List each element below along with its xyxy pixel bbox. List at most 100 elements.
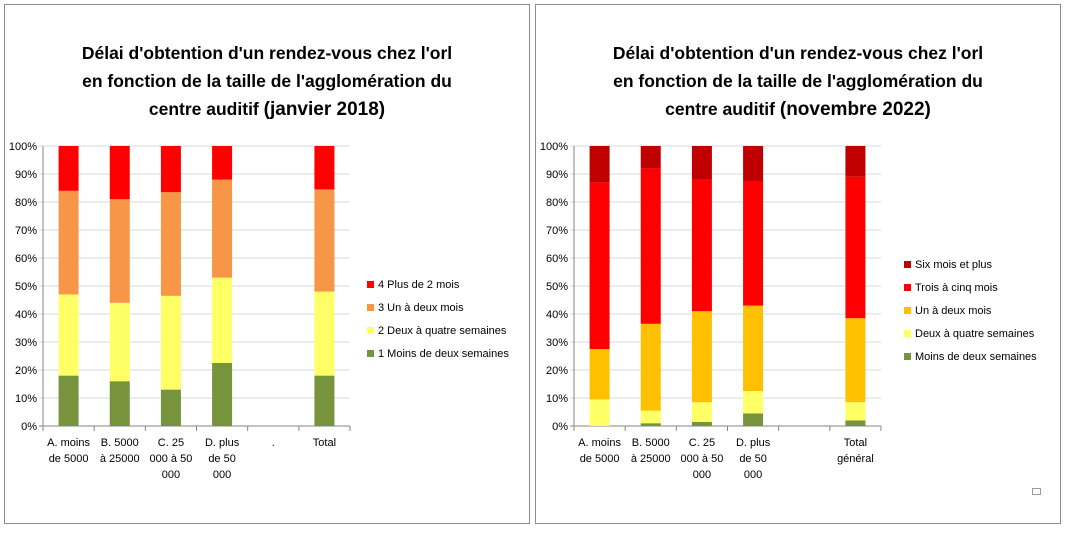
- y-tick-label: 80%: [546, 197, 568, 209]
- y-tick-label: 60%: [546, 253, 568, 265]
- bar-segment: [743, 305, 764, 391]
- chart-panel-left: Délai d'obtention d'un rendez-vous chez …: [4, 4, 530, 524]
- chart-title-line: centre auditif (janvier 2018): [5, 95, 529, 124]
- y-tick-label: 100%: [9, 141, 37, 153]
- x-tick-label: B. 5000: [632, 437, 670, 449]
- chart-title-line: centre auditif: [665, 99, 775, 119]
- legend-item: 2 Deux à quatre semaines: [367, 319, 509, 342]
- chart-legend: 4 Plus de 2 mois 3 Un à deux mois 2 Deux à…: [367, 273, 509, 365]
- legend-item: 4 Plus de 2 mois: [367, 273, 509, 296]
- x-tick-label: A. moins: [47, 437, 90, 449]
- bar-segment: [109, 381, 130, 426]
- x-tick-label: C. 25: [158, 437, 184, 449]
- bar-segment: [58, 146, 79, 191]
- x-tick-label: D. plus: [736, 437, 771, 449]
- bar-segment: [845, 402, 866, 421]
- y-tick-label: 90%: [15, 169, 37, 181]
- legend-swatch: [904, 284, 911, 291]
- bar-segment: [58, 375, 79, 426]
- chart-panel-right: Délai d'obtention d'un rendez-vous chez …: [535, 4, 1061, 524]
- x-tick-label: 000: [744, 469, 762, 481]
- x-tick-label: C. 25: [689, 437, 715, 449]
- chart-title-date: (janvier 2018): [263, 99, 386, 120]
- y-tick-label: 50%: [15, 281, 37, 293]
- legend-label: Un à deux mois: [915, 304, 992, 317]
- bar-segment: [845, 176, 866, 319]
- legend-swatch: [367, 281, 374, 288]
- x-tick-label: à 25000: [631, 453, 671, 465]
- bar-segment: [640, 168, 661, 324]
- stacked-bar-chart: 0% 10% 20% 30% 40% 50% 60% 70% 80% 90% 100% A. moin…: [9, 141, 351, 481]
- legend-label: Trois à cinq mois: [915, 281, 998, 294]
- legend-label: Moins de deux semaines: [915, 350, 1037, 363]
- legend-swatch: [367, 350, 374, 357]
- bar-segment: [589, 146, 610, 183]
- y-tick-label: 50%: [546, 281, 568, 293]
- x-tick-label: de 5000: [580, 453, 620, 465]
- resize-handle-icon[interactable]: [1032, 488, 1041, 495]
- legend-label: 4 Plus de 2 mois: [378, 278, 460, 291]
- y-tick-label: 40%: [546, 309, 568, 321]
- legend-item: Deux à quatre semaines: [904, 322, 1037, 345]
- legend-swatch: [367, 304, 374, 311]
- bar-segment: [845, 420, 866, 426]
- y-tick-label: 0%: [21, 421, 37, 433]
- bar-segment: [314, 189, 335, 292]
- bar-segment: [743, 181, 764, 306]
- bar-segment: [212, 179, 233, 278]
- bar-segment: [212, 146, 233, 180]
- stacked-bar-chart: 0% 10% 20% 30% 40% 50% 60% 70% 80% 90% 100% A. moin…: [540, 141, 882, 481]
- bar-segment: [314, 291, 335, 376]
- chart-title-line: Délai d'obtention d'un rendez-vous chez …: [612, 43, 984, 63]
- bar-segment: [691, 402, 712, 422]
- legend-label: 1 Moins de deux semaines: [378, 347, 509, 360]
- legend-label: Deux à quatre semaines: [915, 327, 1035, 340]
- legend-item: Trois à cinq mois: [904, 276, 1037, 299]
- bar-segment: [160, 146, 181, 193]
- bar-segment: [743, 413, 764, 426]
- x-tick-label: 000 à 50: [150, 453, 193, 465]
- bar-segment: [109, 302, 130, 382]
- legend-label: Six mois et plus: [915, 258, 993, 271]
- y-tick-label: 10%: [15, 393, 37, 405]
- legend-swatch: [904, 307, 911, 314]
- legend-swatch: [904, 330, 911, 337]
- bar-segment: [640, 423, 661, 426]
- x-tick-label: général: [837, 453, 874, 465]
- legend-label: 2 Deux à quatre semaines: [378, 324, 507, 337]
- bar-segment: [640, 410, 661, 424]
- legend-item: Moins de deux semaines: [904, 345, 1037, 368]
- chart-title: Délai d'obtention d'un rendez-vous chez …: [536, 39, 1060, 124]
- bar-segment: [589, 182, 610, 349]
- x-tick-label: 000: [693, 469, 711, 481]
- x-tick-label: Total: [844, 437, 867, 449]
- chart-title-line: Délai d'obtention d'un rendez-vous chez …: [81, 43, 453, 63]
- bar-segment: [314, 146, 335, 190]
- legend-item: 3 Un à deux mois: [367, 296, 509, 319]
- bar-segment: [845, 318, 866, 403]
- y-tick-label: 70%: [15, 225, 37, 237]
- x-tick-label: B. 5000: [101, 437, 139, 449]
- x-tick-label: A. moins: [578, 437, 621, 449]
- bar-segment: [58, 190, 79, 295]
- x-tick-label: à 25000: [100, 453, 140, 465]
- y-tick-label: 0%: [552, 421, 568, 433]
- bar-segment: [589, 349, 610, 400]
- y-tick-label: 80%: [15, 197, 37, 209]
- bar-segment: [589, 399, 610, 426]
- bar-segment: [58, 294, 79, 376]
- chart-title-line: centre auditif (novembre 2022): [536, 95, 1060, 124]
- x-tick-label: D. plus: [205, 437, 240, 449]
- legend-swatch: [904, 261, 911, 268]
- y-tick-label: 100%: [540, 141, 568, 153]
- bar-segment: [640, 146, 661, 169]
- x-tick-label: de 50: [208, 453, 236, 465]
- legend-item: Un à deux mois: [904, 299, 1037, 322]
- legend-item: Six mois et plus: [904, 253, 1037, 276]
- chart-title: Délai d'obtention d'un rendez-vous chez …: [5, 39, 529, 124]
- legend-swatch: [367, 327, 374, 334]
- y-tick-label: 20%: [546, 365, 568, 377]
- x-tick-label: de 5000: [49, 453, 89, 465]
- chart-title-line: en fonction de la taille de l'agglomérat…: [613, 71, 983, 91]
- bar-segment: [691, 311, 712, 403]
